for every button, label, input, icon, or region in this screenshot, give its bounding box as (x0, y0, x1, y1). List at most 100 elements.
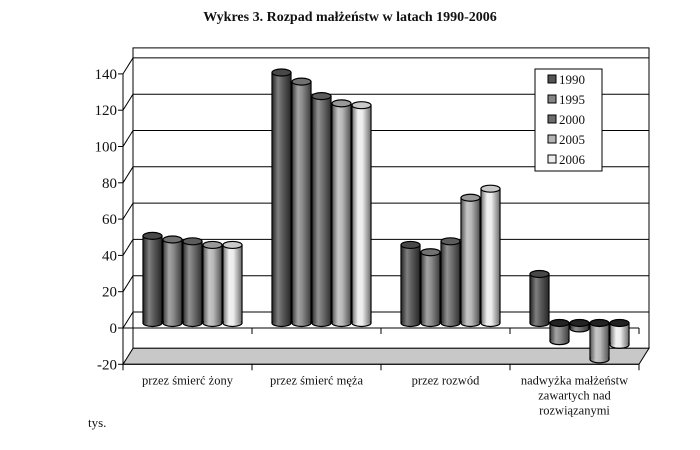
gridline-side (122, 57, 134, 75)
bar-top (549, 318, 570, 328)
x-category-label: nadwyżka małżeństw (521, 373, 628, 387)
bar-1990-1 (271, 68, 292, 328)
legend-label: 2005 (559, 132, 585, 147)
y-axis: 140 120 100 80 60 40 20 0 -20 (95, 67, 124, 373)
legend-swatch (547, 94, 557, 104)
bar-fill (461, 197, 480, 323)
bar-top (182, 237, 203, 246)
bar-top (480, 184, 501, 193)
bar-fill (401, 244, 420, 323)
bar-top (569, 318, 590, 328)
y-tick-label: 60 (102, 212, 117, 228)
bar-fill (332, 103, 351, 323)
bar-2005-1 (331, 99, 352, 328)
bar-fill (530, 273, 549, 323)
x-category-label: przez śmierć żony (142, 373, 234, 387)
bar-top (291, 77, 312, 86)
x-axis: przez śmierć żony przez śmierć męża przez … (122, 328, 640, 417)
legend-box (534, 68, 603, 172)
bar-top (162, 235, 183, 244)
bar-top (142, 231, 163, 240)
bar-fill (203, 244, 222, 323)
bar-1990-3 (529, 269, 550, 328)
bar-top (271, 68, 292, 77)
bar-2000-2 (440, 237, 461, 328)
legend-label: 2006 (559, 152, 586, 167)
bar-1995-3 (549, 318, 570, 346)
bar-fill (441, 241, 460, 323)
y-tick-label: 100 (95, 140, 118, 156)
bar-2006-2 (480, 184, 501, 328)
bar-1995-2 (420, 248, 441, 328)
bar-fill (550, 323, 569, 342)
x-category-label: przez śmierć męża (270, 373, 363, 387)
bar-fill (590, 323, 609, 360)
legend-label: 1990 (559, 72, 585, 87)
gridline-side (122, 130, 134, 147)
legend-label: 2000 (559, 112, 585, 127)
legend: 1990 1995 2000 2005 2006 (534, 68, 603, 172)
gridline-side (122, 311, 134, 329)
bar-top (202, 240, 223, 250)
bar-fill (481, 188, 500, 323)
legend-swatch (547, 74, 557, 84)
bar-top (529, 269, 550, 279)
chart-title: Wykres 3. Rozpad małżeństw w latach 1990… (203, 10, 497, 25)
bar-2006-0 (222, 240, 243, 328)
x-category-label: przez rozwód (412, 373, 480, 387)
bar-fill (352, 105, 371, 323)
bar-top (420, 248, 441, 257)
bar-2005-0 (202, 240, 223, 328)
bar-1990-0 (142, 231, 163, 328)
gridline-side (122, 275, 134, 292)
bar-top (331, 99, 352, 108)
bar-fill (292, 81, 311, 323)
bar-2000-0 (182, 237, 203, 328)
bar-2006-1 (351, 101, 372, 328)
gridline-side (122, 239, 134, 256)
gridline-side (122, 202, 134, 220)
bar-top (609, 318, 630, 328)
y-tick-label: 40 (102, 248, 117, 264)
y-tick-label: 120 (95, 103, 118, 119)
y-axis-unit-label: tys. (88, 415, 106, 430)
bar-fill (421, 252, 440, 323)
bar-fill (163, 239, 182, 323)
y-tick-label: 140 (95, 67, 118, 83)
legend-label: 1995 (559, 92, 585, 107)
bar-fill (143, 235, 162, 323)
bar-top (400, 240, 421, 250)
bar-2000-3 (569, 318, 590, 333)
bar-2006-3 (609, 318, 630, 349)
x-category-label: zawartych nad (538, 388, 611, 402)
bar-1990-2 (400, 240, 421, 328)
legend-swatch (547, 114, 557, 124)
y-tick-label: -20 (97, 357, 117, 373)
gridline-side (122, 93, 134, 111)
y-tick-label: 80 (102, 176, 117, 192)
bar-top (460, 193, 481, 202)
bar-1995-1 (291, 77, 312, 328)
bar-2000-1 (311, 92, 332, 328)
floor (122, 347, 650, 365)
legend-swatch (547, 134, 557, 144)
bar-fill (223, 244, 242, 323)
bar-top (311, 92, 332, 101)
bar-fill (312, 96, 331, 323)
y-tick-label: 20 (102, 285, 117, 301)
bar-fill (272, 72, 291, 323)
bar-fill (183, 241, 202, 323)
bar-2005-2 (460, 193, 481, 328)
bar-top (222, 240, 243, 250)
bars (142, 68, 630, 364)
bar-top (440, 237, 461, 246)
gridline-side (122, 166, 134, 184)
x-category-label: rozwiązanymi (539, 403, 610, 417)
bar-fill (610, 323, 629, 345)
legend-swatch (547, 154, 557, 164)
y-tick-label: 0 (110, 321, 118, 337)
bar-top (589, 318, 610, 328)
bar-2005-3 (589, 318, 610, 364)
bar-1995-0 (162, 235, 183, 328)
